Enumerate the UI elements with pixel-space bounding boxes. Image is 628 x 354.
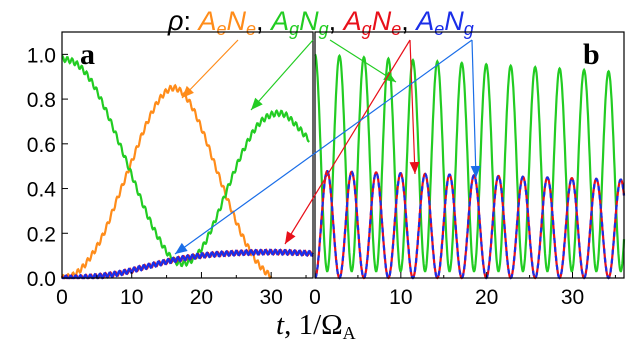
panel-b-series: [314, 53, 626, 280]
legend-colon: :: [183, 6, 191, 36]
legend-aene-b: N: [227, 6, 247, 36]
y-tick-label: 0.6: [27, 134, 56, 157]
legend-entry-agne: AgNe: [342, 6, 402, 39]
legend-comma-1: ,: [256, 6, 264, 36]
x-tick-label: 30: [561, 286, 584, 309]
legend-aeng-b: N: [444, 6, 464, 36]
panel-a: 0 10 20 30 0.0 0.2 0.4 0.6 0.8 1.0 a: [27, 31, 315, 309]
arrow-aene-line: [181, 39, 239, 99]
legend-agng-a: A: [269, 6, 289, 36]
x-tick-label: 0: [56, 286, 68, 309]
x-tick-label: 20: [475, 286, 498, 309]
legend-entry-aene: AeNe: [197, 6, 257, 39]
arrow-agne-b-head: [409, 161, 420, 174]
legend-agne-sub-b: e: [391, 19, 401, 39]
arrow-aeng-a-head: [175, 242, 188, 254]
legend-agne-sub-a: g: [362, 19, 372, 39]
arrow-aene-head: [182, 85, 194, 98]
arrow-aeng-a-line: [174, 39, 473, 255]
legend-agne-a: A: [342, 6, 362, 36]
panel-a-series: [60, 54, 315, 280]
x-tick-label: 10: [120, 286, 143, 309]
legend-entry-aeng: AeNg: [414, 6, 474, 39]
arrow-agng-a-line: [250, 39, 314, 111]
legend-text: ρ: AeNe, AgNg, AgNe, AeNg: [167, 6, 474, 39]
annotation-arrows: [174, 39, 481, 255]
legend-prefix: ρ: [167, 6, 183, 36]
legend-agng-sub-b: g: [319, 19, 329, 39]
legend-aene-sub-a: e: [217, 19, 227, 39]
x-tick-label: 0: [309, 286, 321, 309]
legend-aeng-sub-b: g: [464, 19, 474, 39]
series-line-a-AgNg: [61, 54, 310, 268]
arrow-agng-a-head: [251, 97, 263, 110]
arrow-agng-b-line: [329, 39, 397, 83]
panel-b-frame: [314, 31, 625, 279]
x-axis-var: t: [276, 309, 285, 341]
panel-b-label: b: [583, 38, 600, 71]
panel-b: 0 10 20 30 b: [309, 31, 626, 309]
arrow-aeng-b-head: [470, 165, 481, 178]
legend-agng-b: N: [299, 6, 319, 36]
x-axis-unit: 1/Ω: [299, 309, 343, 341]
series-line-b-AeNg: [314, 170, 626, 280]
arrow-agne-a-line: [284, 39, 411, 245]
legend-agne-b: N: [372, 6, 392, 36]
arrow-agne-a-head: [285, 231, 296, 244]
panel-a-ticks: 0 10 20 30 0.0 0.2 0.4 0.6 0.8 1.0: [27, 44, 307, 309]
series-line-b-AgNg: [314, 53, 626, 273]
y-tick-label: 0.2: [27, 223, 56, 246]
arrow-agne-b-line: [409, 39, 416, 175]
legend-aeng-a: A: [414, 6, 434, 36]
legend-comma-2: ,: [329, 6, 337, 36]
y-tick-label: 0.0: [27, 268, 56, 291]
x-tick-label: 10: [389, 286, 412, 309]
legend-comma-3: ,: [401, 6, 409, 36]
y-tick-label: 1.0: [27, 44, 56, 67]
panel-a-label: a: [80, 38, 95, 71]
x-axis-unit-sub: A: [343, 323, 356, 343]
legend-entry-agng: AgNg: [269, 6, 329, 39]
legend-agng-sub-a: g: [289, 19, 299, 39]
legend-aeng-sub-a: e: [434, 19, 444, 39]
series-line-a-AeNe: [60, 83, 273, 280]
x-tick-label: 30: [259, 286, 282, 309]
series-line-a-AeNg: [61, 248, 315, 280]
legend-aene-a: A: [197, 6, 217, 36]
y-tick-label: 0.4: [27, 179, 57, 202]
arrow-aeng-b-line: [471, 39, 477, 179]
x-axis-label: t, 1/ΩA: [276, 309, 356, 343]
panel-b-ticks: 0 10 20 30: [309, 272, 616, 309]
legend: ρ: AeNe, AgNg, AgNe, AeNg: [167, 6, 474, 39]
y-tick-label: 0.8: [27, 89, 56, 112]
legend-aene-sub-b: e: [246, 19, 256, 39]
x-tick-label: 20: [190, 286, 213, 309]
x-axis-sep: ,: [284, 309, 291, 341]
